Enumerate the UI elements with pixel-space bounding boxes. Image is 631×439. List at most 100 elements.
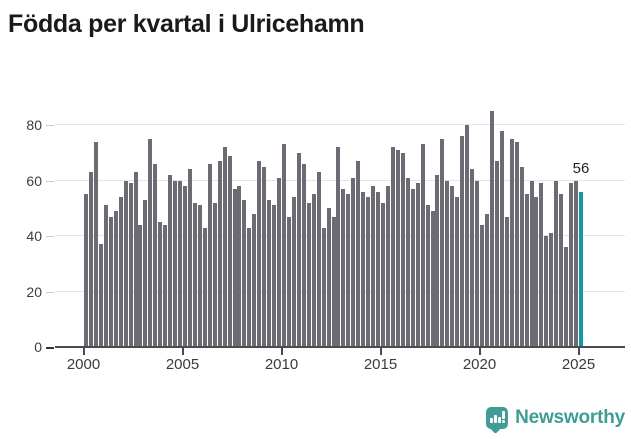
bar [153, 163, 158, 347]
bar [569, 183, 574, 347]
bar [534, 197, 539, 347]
bar [93, 141, 98, 347]
bar [509, 138, 514, 347]
bar [435, 174, 440, 347]
last-value-label: 56 [572, 160, 590, 177]
bar [351, 177, 356, 347]
bar [410, 188, 415, 347]
bar [306, 202, 311, 347]
chart-title: Födda per kvartal i Ulricehamn [8, 10, 365, 38]
bar [222, 147, 227, 347]
bar [291, 197, 296, 347]
bar [559, 194, 564, 347]
bar [192, 202, 197, 347]
bar [217, 161, 222, 347]
y-tick [46, 291, 54, 293]
y-tick-label: 40 [26, 228, 42, 244]
bar [143, 199, 148, 347]
bar [484, 213, 489, 347]
bar [470, 169, 475, 347]
y-tick-label: 60 [26, 172, 42, 189]
bar [381, 202, 385, 347]
x-tick [478, 348, 481, 355]
x-tick-label: 2020 [462, 356, 497, 373]
x-tick-label: 2000 [66, 356, 101, 373]
x-tick [379, 348, 382, 355]
bar [311, 194, 316, 347]
x-tick-label: 2010 [264, 356, 299, 373]
bar [296, 152, 301, 347]
bar [108, 216, 113, 347]
y-tick [46, 125, 54, 126]
bar [336, 147, 341, 347]
bar [163, 224, 168, 347]
bar [321, 227, 326, 347]
bar [371, 186, 376, 347]
bar [376, 191, 381, 347]
bar [346, 194, 351, 347]
bar [445, 180, 450, 347]
bar [286, 216, 291, 347]
bar [133, 172, 138, 347]
bar [460, 136, 465, 347]
bar [232, 188, 237, 347]
bar [440, 138, 445, 347]
bar [425, 205, 430, 347]
y-tick-label: 0 [34, 339, 42, 355]
bar [88, 172, 93, 347]
bar [272, 205, 277, 347]
bar [212, 202, 217, 347]
y-tick-label: 80 [26, 117, 42, 133]
highlighted-bar [579, 191, 583, 347]
bar [84, 194, 88, 347]
bar [103, 205, 108, 347]
bar [257, 161, 262, 347]
bar [183, 186, 187, 347]
bar [499, 130, 504, 347]
bar [282, 144, 286, 347]
x-tick [577, 348, 580, 355]
bar [316, 172, 321, 347]
bar [489, 111, 494, 347]
bar [455, 197, 460, 347]
bar [197, 205, 202, 347]
bar [138, 224, 143, 347]
bar [341, 188, 346, 347]
bar [301, 163, 306, 347]
bar [544, 236, 549, 347]
y-tick [46, 236, 54, 237]
bar [415, 183, 420, 347]
bar [450, 186, 455, 347]
x-tick-label: 2025 [561, 356, 596, 373]
bar [277, 177, 282, 347]
bar [480, 224, 484, 347]
bar [237, 186, 242, 347]
x-axis-line [55, 346, 625, 348]
x-tick [181, 348, 184, 355]
bar [430, 211, 435, 347]
x-tick-label: 2005 [165, 356, 200, 373]
bar [98, 244, 103, 347]
bar [366, 197, 371, 347]
bar [405, 177, 410, 347]
bar [128, 183, 133, 347]
bar [564, 247, 569, 347]
bar [504, 216, 509, 347]
bar [267, 199, 272, 347]
brand-footer: Newsworthy [486, 405, 625, 434]
y-tick [46, 180, 54, 182]
bar [331, 216, 336, 347]
plot-area [55, 105, 625, 347]
bar [148, 138, 153, 347]
brand-name: Newsworthy [515, 407, 625, 428]
bar [178, 180, 183, 347]
bar [187, 169, 192, 347]
bar [326, 208, 331, 347]
bar [262, 166, 267, 347]
bar [549, 233, 554, 347]
bar [385, 186, 390, 347]
x-tick [82, 348, 85, 355]
bar [395, 149, 400, 347]
bar [173, 180, 178, 347]
